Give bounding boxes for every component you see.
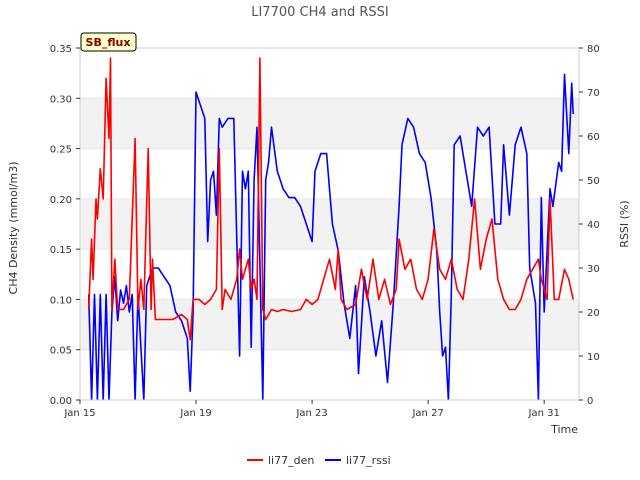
plot-band [80,198,579,250]
right-tick-label: 80 [587,44,600,55]
y-axis-left-label: CH4 Density (mmol/m3) [7,162,20,295]
right-tick-label: 40 [587,220,600,231]
x-axis: Jan 15 Jan 19 Jan 23 Jan 27 Jan 31 [63,400,560,419]
right-tick-label: 0 [587,396,593,407]
left-tick-label: 0.35 [50,44,72,55]
series-line-li77_rssi [87,73,574,400]
left-tick-label: 0.15 [50,245,72,256]
legend: li77_den li77_rssi [247,454,391,467]
x-tick-label: Jan 15 [63,408,95,419]
series-line-li77_den [87,57,574,341]
left-tick-label: 0.20 [50,195,72,206]
plot-band [80,98,579,149]
plot-band [80,299,579,350]
badge-text: SB_flux [86,36,131,49]
y-axis-right-label: RSSI (%) [618,200,631,247]
right-tick-label: 50 [587,176,600,187]
right-tick-label: 30 [587,264,600,275]
right-axis: 0 10 20 30 40 50 60 70 80 [579,44,600,407]
x-tick-label: Jan 31 [528,408,560,419]
left-tick-label: 0.25 [50,145,72,156]
left-tick-label: 0.00 [50,396,72,407]
left-tick-label: 0.10 [50,295,72,306]
left-tick-label: 0.30 [50,94,72,105]
series-layer [87,57,574,400]
sb-flux-badge: SB_flux [80,32,137,52]
legend-label-rssi: li77_rssi [346,454,391,467]
chart-title: LI7700 CH4 and RSSI [251,5,389,20]
right-tick-label: 60 [587,132,600,143]
x-axis-label: Time [550,423,578,436]
right-tick-label: 10 [587,352,600,363]
left-axis: 0.00 0.05 0.10 0.15 0.20 0.25 0.30 0.35 [50,44,80,407]
x-tick-label: Jan 27 [411,408,443,419]
x-tick-label: Jan 19 [179,408,211,419]
legend-label-den: li77_den [268,454,314,467]
x-tick-label: Jan 23 [295,408,327,419]
right-tick-label: 70 [587,88,600,99]
right-tick-label: 20 [587,308,600,319]
left-tick-label: 0.05 [50,346,72,357]
